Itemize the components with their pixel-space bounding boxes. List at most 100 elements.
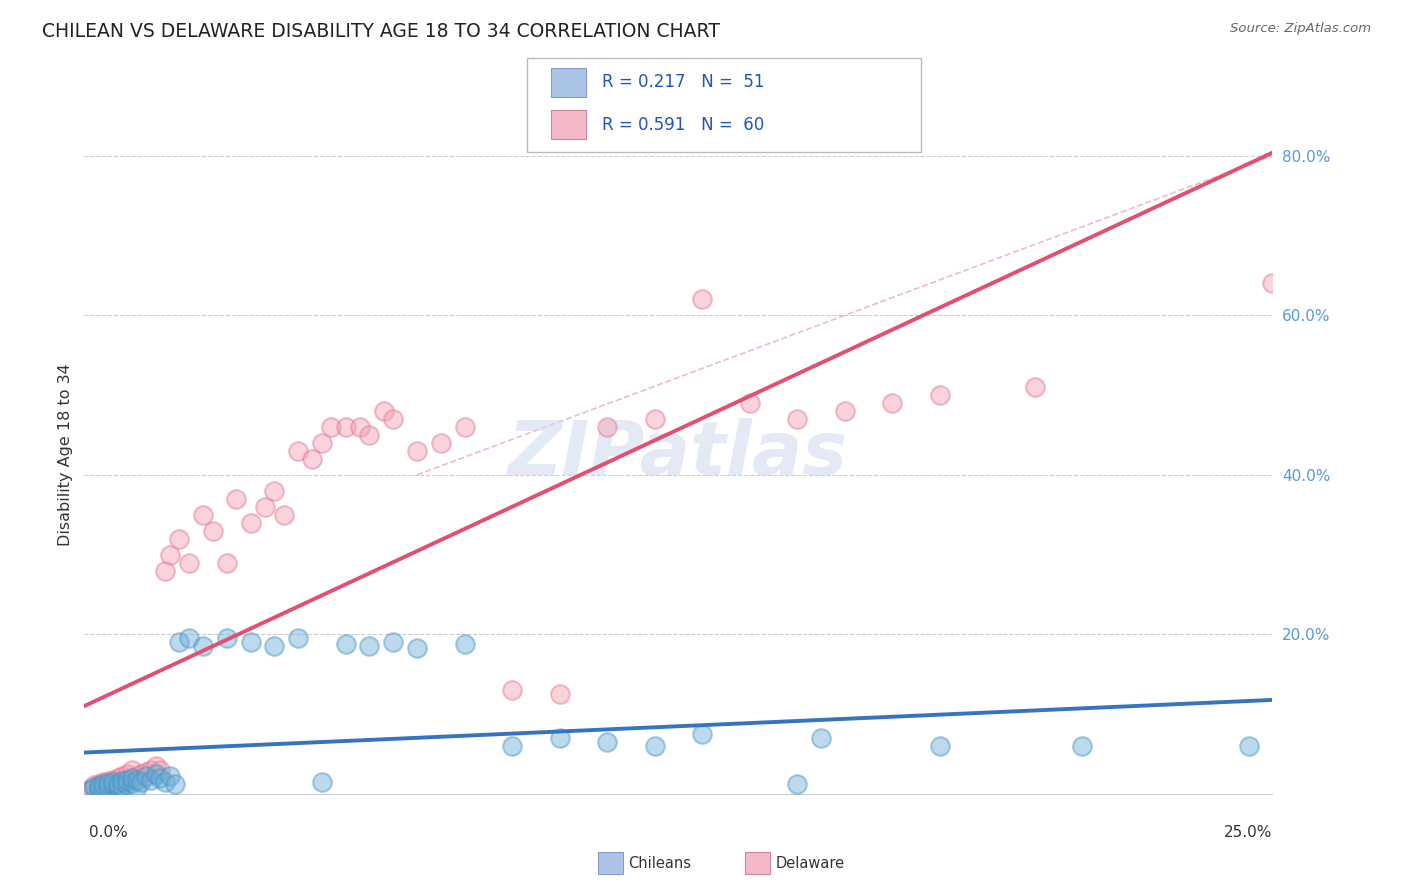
Point <box>596 735 619 749</box>
Point <box>239 635 262 649</box>
Point <box>406 640 429 655</box>
Point <box>115 777 138 791</box>
Point <box>145 767 167 781</box>
Point <box>273 508 295 522</box>
Point <box>149 771 172 785</box>
Point <box>83 780 105 795</box>
Point <box>107 775 129 789</box>
Point <box>139 772 162 787</box>
Point <box>121 775 143 789</box>
Point <box>159 768 181 782</box>
Point <box>115 772 138 787</box>
Point <box>215 632 238 646</box>
Point <box>253 500 276 514</box>
Point <box>548 731 571 745</box>
Point <box>373 404 395 418</box>
Point <box>225 491 247 506</box>
Text: Delaware: Delaware <box>776 855 845 871</box>
Point <box>453 420 475 434</box>
Point <box>430 436 453 450</box>
Point <box>153 775 176 789</box>
Text: R = 0.217   N =  51: R = 0.217 N = 51 <box>602 73 765 91</box>
Point <box>149 763 172 777</box>
Point <box>786 777 808 791</box>
Point <box>321 420 343 434</box>
Point <box>882 396 904 410</box>
Point <box>83 781 105 796</box>
Point <box>87 780 110 795</box>
Point <box>690 727 713 741</box>
Point <box>87 782 110 797</box>
Point <box>335 420 357 434</box>
Point <box>125 780 148 794</box>
Point <box>382 412 405 426</box>
Point <box>153 564 176 578</box>
Point <box>453 637 475 651</box>
Point <box>239 516 262 530</box>
Point <box>111 774 134 789</box>
Text: 0.0%: 0.0% <box>89 825 128 839</box>
Point <box>131 775 153 789</box>
Point <box>810 731 832 745</box>
Text: Chileans: Chileans <box>628 855 692 871</box>
Point <box>1261 277 1284 291</box>
Point <box>97 780 120 794</box>
Point <box>111 774 134 789</box>
Point <box>201 524 224 538</box>
Point <box>121 771 143 785</box>
Point <box>159 548 181 562</box>
Point <box>786 412 808 426</box>
Point <box>163 777 186 791</box>
Point <box>77 783 100 797</box>
Point <box>644 739 666 753</box>
Point <box>287 444 309 458</box>
Point <box>596 420 619 434</box>
Point <box>101 777 124 791</box>
Point <box>644 412 666 426</box>
Point <box>107 771 129 785</box>
Text: R = 0.591   N =  60: R = 0.591 N = 60 <box>602 116 763 134</box>
Point <box>87 779 110 793</box>
Point <box>382 635 405 649</box>
Point <box>121 771 143 785</box>
Point <box>406 444 429 458</box>
Point <box>93 775 115 789</box>
Text: 25.0%: 25.0% <box>1225 825 1272 839</box>
Point <box>834 404 856 418</box>
Point <box>169 532 191 546</box>
Point <box>191 640 215 654</box>
Point <box>215 556 238 570</box>
Point <box>77 783 100 797</box>
Point <box>287 632 309 646</box>
Point <box>263 640 285 654</box>
Text: Source: ZipAtlas.com: Source: ZipAtlas.com <box>1230 22 1371 36</box>
Y-axis label: Disability Age 18 to 34: Disability Age 18 to 34 <box>58 364 73 546</box>
Point <box>1237 739 1260 753</box>
Point <box>359 428 381 442</box>
Point <box>690 293 713 307</box>
Point <box>93 779 115 793</box>
Point <box>131 767 153 781</box>
Point <box>548 687 571 701</box>
Point <box>501 683 523 698</box>
Point <box>121 763 143 777</box>
Point <box>139 763 162 777</box>
Point <box>145 759 167 773</box>
Point <box>301 451 323 466</box>
Point <box>501 739 523 753</box>
Point <box>101 772 124 787</box>
Point <box>115 772 138 787</box>
Point <box>125 769 148 783</box>
Point <box>738 396 761 410</box>
Point <box>263 483 285 498</box>
Point <box>93 777 115 791</box>
Point <box>125 773 148 788</box>
Point <box>311 436 333 450</box>
Point <box>111 769 134 783</box>
Point <box>97 780 120 794</box>
Text: ZIPatlas: ZIPatlas <box>509 418 848 491</box>
Point <box>101 775 124 789</box>
Point <box>177 556 200 570</box>
Point <box>359 640 381 654</box>
Point <box>191 508 215 522</box>
